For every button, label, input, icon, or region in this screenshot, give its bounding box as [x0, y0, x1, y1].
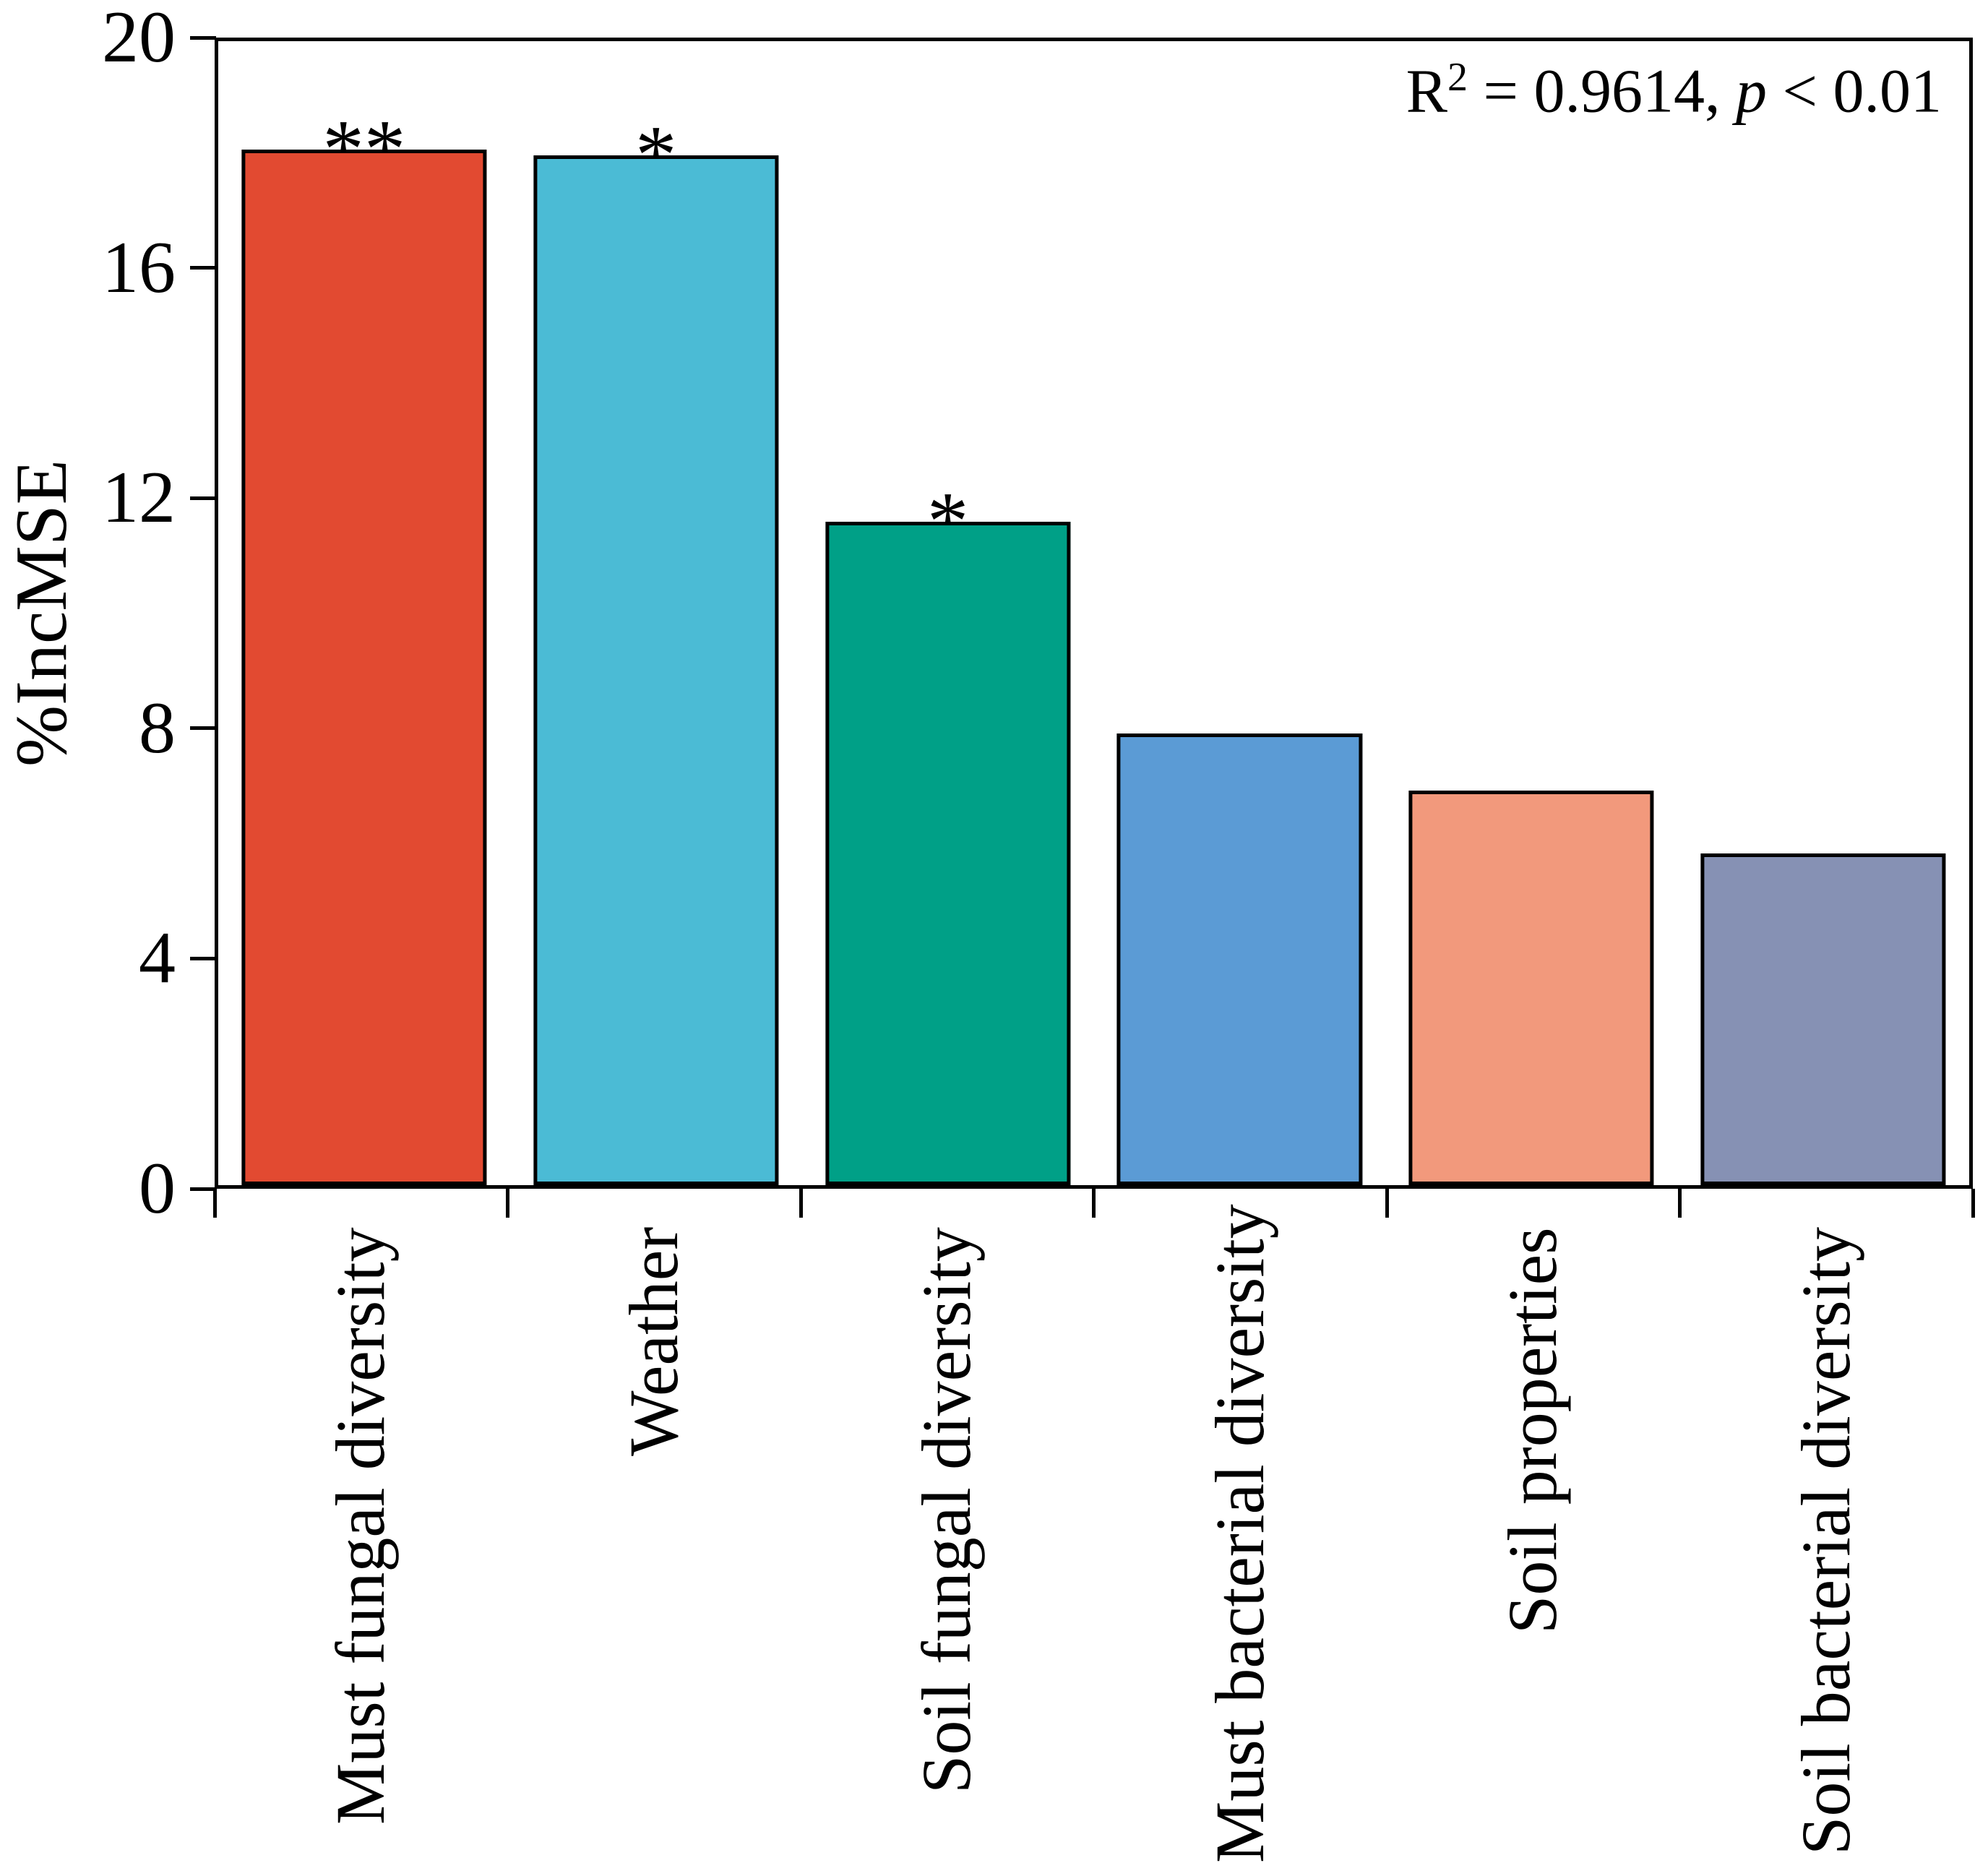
x-category-label: Weather: [614, 1227, 692, 1457]
x-label-cell: Weather: [508, 1227, 801, 1863]
bar-cell: *: [802, 41, 1094, 1185]
y-tick-label: 20: [102, 0, 176, 78]
x-category-label: Soil fungal diversity: [908, 1227, 986, 1794]
y-axis-title: %IncMSE: [0, 38, 83, 1189]
bar-6: [1700, 853, 1946, 1185]
x-label-cell: Must bacterial diversity: [1094, 1204, 1387, 1863]
x-category-label: Soil properties: [1494, 1227, 1572, 1634]
y-tick-label: 12: [102, 457, 176, 539]
x-label-cell: Must fungal diversity: [215, 1227, 508, 1863]
y-tick-mark: [190, 956, 216, 960]
x-tick-mark: [212, 1189, 217, 1218]
r-squared-value: = 0.9614,: [1467, 56, 1736, 126]
x-label-cell: Soil bacterial diversity: [1680, 1227, 1974, 1863]
y-tick-label: 0: [139, 1148, 176, 1229]
model-stats-annotation: R2 = 0.9614, p < 0.01: [1406, 55, 1942, 126]
bar-cell: *: [510, 41, 802, 1185]
x-category-labels: Must fungal diversity Weather Soil fungal …: [215, 1204, 1974, 1863]
bar-3: [825, 521, 1071, 1185]
bar-5: [1408, 790, 1654, 1185]
x-category-label: Must bacterial diversity: [1200, 1204, 1278, 1863]
bar-cell: **: [218, 41, 510, 1185]
x-category-label: Must fungal diversity: [322, 1227, 400, 1825]
r-squared-exponent: 2: [1447, 55, 1468, 100]
x-label-cell: Soil properties: [1387, 1227, 1680, 1863]
x-category-label: Soil bacterial diversity: [1786, 1227, 1864, 1856]
x-tick-mark: [1678, 1189, 1682, 1218]
y-tick-mark: [190, 1187, 216, 1191]
x-tick-mark: [1092, 1189, 1096, 1218]
y-tick-mark: [190, 726, 216, 731]
y-tick-mark: [190, 496, 216, 500]
x-tick-mark: [1385, 1189, 1389, 1218]
x-tick-mark: [1971, 1189, 1975, 1218]
x-label-cell: Soil fungal diversity: [801, 1227, 1094, 1863]
bar-cell: [1093, 41, 1385, 1185]
y-tick-mark: [190, 35, 216, 40]
bar-2: [533, 155, 779, 1185]
p-value: < 0.01: [1766, 56, 1942, 126]
y-tick-label: 4: [139, 917, 176, 999]
bar-4: [1116, 733, 1362, 1185]
y-tick-mark: [190, 266, 216, 270]
bar-1: [241, 150, 487, 1185]
bars-layer: ****: [218, 41, 1969, 1185]
y-tick-label: 8: [139, 687, 176, 769]
bar-cell: [1385, 41, 1677, 1185]
y-tick-label: 16: [102, 226, 176, 309]
x-tick-mark: [506, 1189, 509, 1218]
p-symbol: p: [1735, 56, 1767, 126]
r-squared-symbol: R: [1406, 56, 1447, 126]
plot-area: R2 = 0.9614, p < 0.01 ****: [215, 38, 1973, 1189]
bar-cell: [1677, 41, 1969, 1185]
x-tick-mark: [799, 1189, 803, 1218]
